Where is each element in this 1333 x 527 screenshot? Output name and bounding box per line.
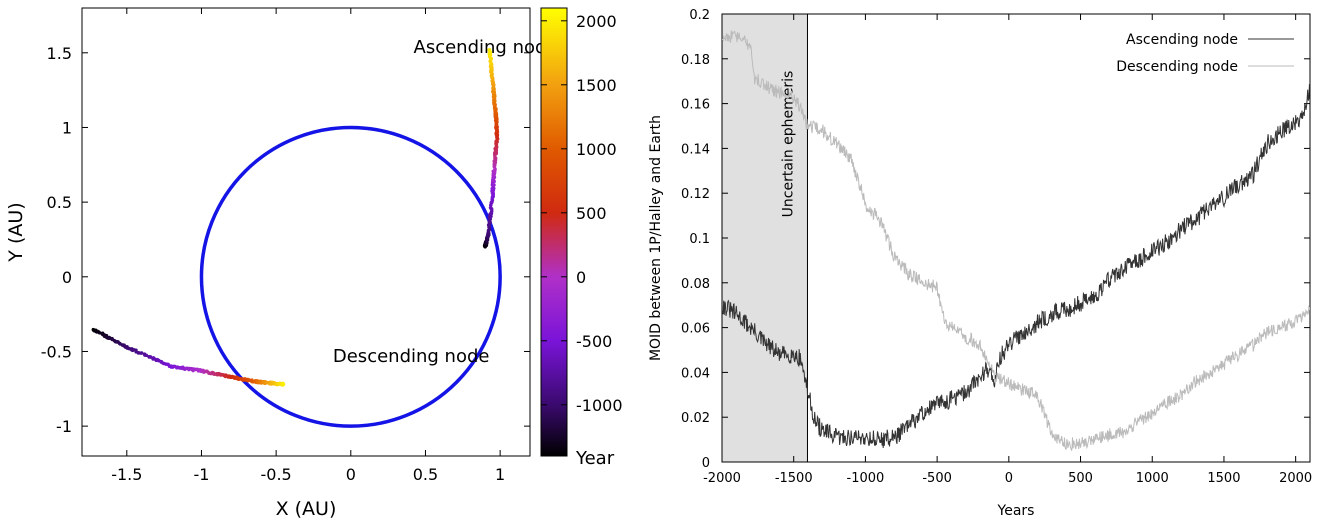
left-ytick-label: -0.5 — [41, 342, 72, 361]
right-xtick-label: 2000 — [1279, 471, 1312, 486]
right-xtick-label: 1000 — [1136, 471, 1169, 486]
colorbar-gradient — [540, 7, 568, 457]
ascending-node-moid-line — [722, 83, 1310, 449]
uncertain-ephemeris-region — [722, 14, 808, 462]
colorbar-ticks: -1000 -500 0 500 1000 1500 2000 — [541, 12, 623, 415]
colorbar-tick-label: 1000 — [576, 140, 617, 159]
uncertain-ephemeris-label: Uncertain ephemeris — [780, 71, 796, 218]
right-ytick-label: 0.02 — [681, 411, 710, 426]
right-ytick-label: 0.1 — [689, 232, 710, 247]
descending-node-track — [91, 327, 286, 387]
left-xtick-label: -1 — [193, 465, 209, 484]
right-xtick-label: 0 — [1005, 471, 1013, 486]
legend: Ascending node Descending node — [1116, 32, 1294, 75]
left-ytick-label: 1 — [62, 118, 72, 137]
colorbar-label: Year — [575, 448, 615, 469]
right-xtick-label: -1500 — [775, 471, 813, 486]
left-ytick-label: -1 — [56, 417, 72, 436]
right-ytick-label: 0.06 — [681, 322, 710, 337]
right-xtick-label: -2000 — [703, 471, 741, 486]
left-xtick-label: 0.5 — [413, 465, 438, 484]
track-point — [148, 355, 153, 359]
left-xtick-label: -1.5 — [111, 465, 142, 484]
left-ytick-label: 1.5 — [47, 44, 72, 63]
left-xtick-label: -0.5 — [261, 465, 292, 484]
track-point — [139, 351, 144, 355]
right-ytick-label: 0.14 — [681, 142, 710, 157]
earth-orbit — [199, 125, 502, 428]
colorbar-tick-label: -1000 — [576, 396, 623, 415]
descending-node-moid-line — [722, 30, 1310, 451]
colorbar: -1000 -500 0 500 1000 1500 2000 Year — [540, 7, 623, 469]
track-point — [144, 353, 149, 358]
ascending-node-annotation: Ascending node — [414, 37, 558, 58]
legend-label-ascending: Ascending node — [1126, 32, 1238, 48]
colorbar-tick-label: 0 — [576, 268, 586, 287]
right-xlabel: Years — [997, 503, 1035, 519]
right-xtick-label: 1500 — [1207, 471, 1240, 486]
left-plot-frame — [81, 7, 531, 457]
right-ytick-label: 0 — [702, 456, 710, 471]
right-ytick-label: 0.08 — [681, 277, 710, 292]
right-xtick-label: 500 — [1068, 471, 1093, 486]
left-ytick-label: 0.5 — [47, 193, 72, 212]
right-ytick-label: 0.12 — [681, 187, 710, 202]
ascending-node-track — [482, 48, 500, 249]
node-tracks — [91, 48, 500, 387]
left-chart: -1.5 -1 -0.5 0 0.5 1 -1 -0.5 0 0.5 1 1.5 Ascending … — [5, 7, 558, 520]
colorbar-tick-label: 2000 — [576, 12, 617, 31]
right-xtick-label: -1000 — [847, 471, 885, 486]
left-axes: -1.5 -1 -0.5 0 0.5 1 -1 -0.5 0 0.5 1 1.5 — [41, 8, 530, 484]
track-point — [281, 382, 286, 387]
left-ytick-label: 0 — [62, 268, 72, 287]
descending-node-annotation: Descending node — [333, 346, 490, 367]
track-point — [487, 48, 492, 52]
right-ylabel: MOID between 1P/Halley and Earth — [648, 115, 664, 361]
right-ytick-label: 0.16 — [681, 98, 710, 113]
right-ytick-label: 0.18 — [681, 53, 710, 68]
right-axes: -2000 -1500 -1000 -500 0 500 1000 1500 2000 0 0.02… — [681, 8, 1312, 486]
colorbar-tick-label: 1500 — [576, 76, 617, 95]
track-point — [156, 359, 161, 363]
left-ylabel: Y (AU) — [5, 202, 27, 262]
right-ytick-label: 0.2 — [689, 8, 710, 23]
colorbar-tick-label: -500 — [576, 332, 612, 351]
legend-label-descending: Descending node — [1116, 59, 1238, 75]
moid-series — [722, 30, 1310, 451]
left-xtick-label: 0 — [346, 465, 356, 484]
right-xtick-label: -500 — [922, 471, 952, 486]
right-chart: Uncertain ephemeris -2000 -1500 -1000 -500 0… — [648, 8, 1312, 519]
colorbar-tick-label: 500 — [576, 204, 607, 223]
left-xtick-label: 1 — [495, 465, 505, 484]
right-ytick-label: 0.04 — [681, 366, 710, 381]
left-xlabel: X (AU) — [276, 498, 337, 520]
